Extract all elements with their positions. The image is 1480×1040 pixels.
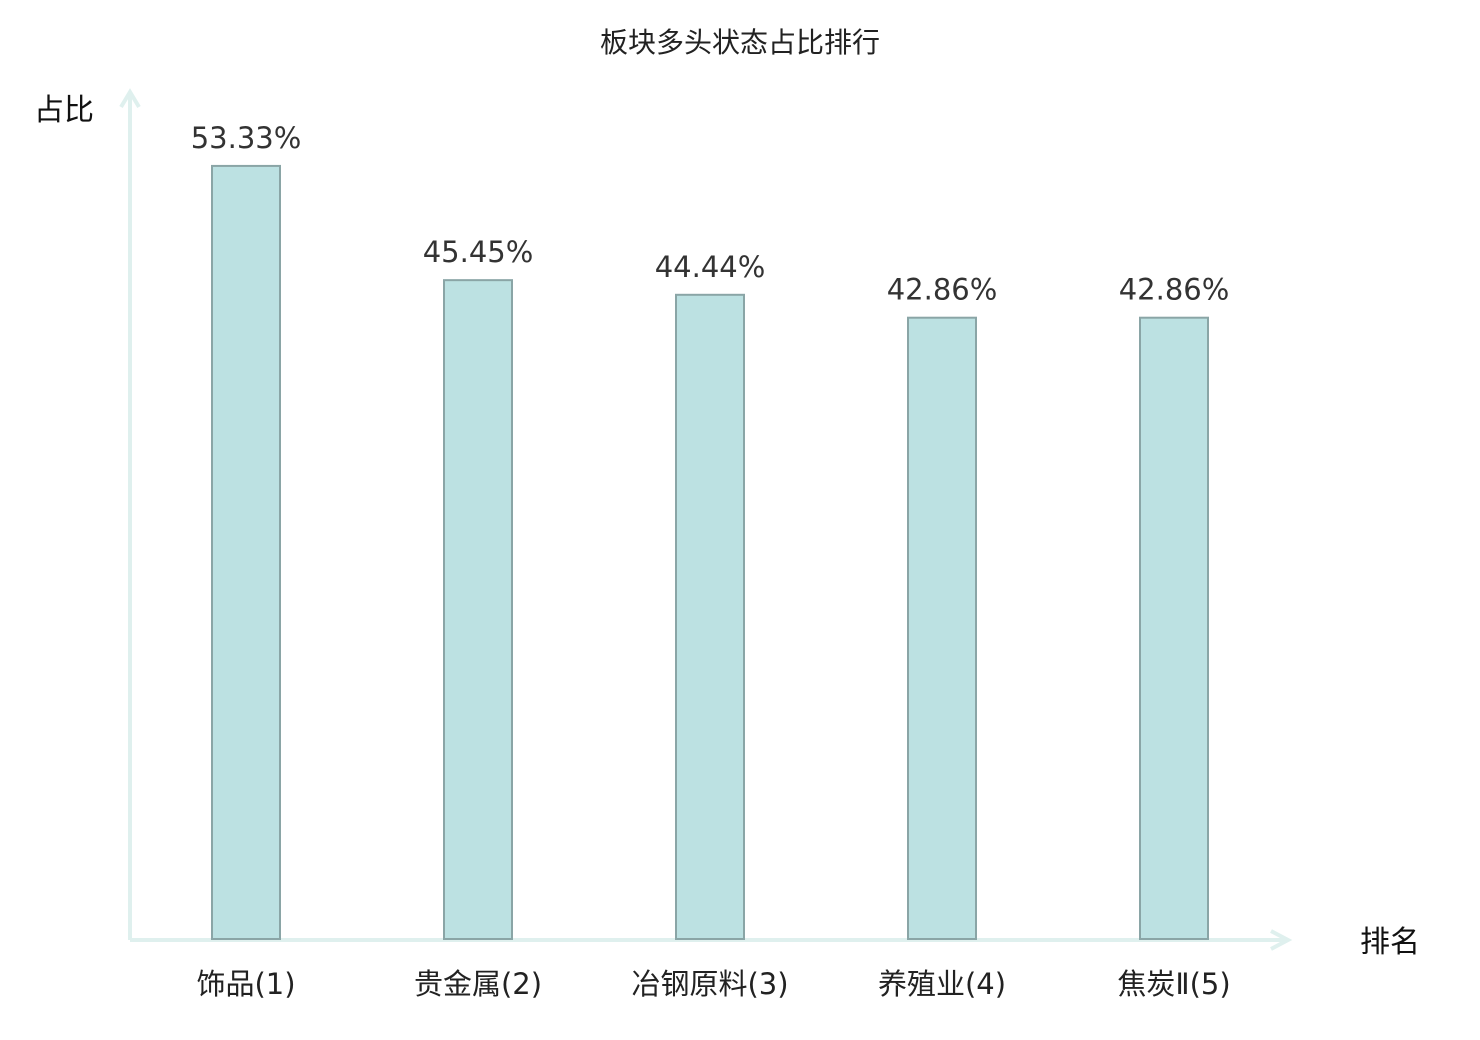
- category-rank: (1): [254, 967, 295, 1001]
- category-label-2: 贵金属(2): [414, 967, 542, 1001]
- y-axis-label: 占比: [34, 93, 94, 128]
- category-name: 养殖业: [878, 967, 965, 1001]
- value-label-3: 44.44%: [655, 250, 766, 284]
- value-label-4: 42.86%: [887, 273, 998, 307]
- category-rank: (4): [965, 967, 1006, 1001]
- category-name: 贵金属: [414, 967, 501, 1001]
- category-name: 饰品: [196, 967, 254, 1001]
- category-rank: (3): [747, 967, 788, 1001]
- bar-series: [211, 164, 1209, 941]
- bar-1: [211, 164, 281, 940]
- category-rank: (5): [1190, 967, 1231, 1001]
- bar-2: [443, 279, 513, 941]
- value-labels: 53.33% 45.45% 44.44% 42.86% 42.86%: [191, 121, 1230, 307]
- category-label-4: 养殖业(4): [878, 967, 1006, 1001]
- category-label-5: 焦炭Ⅱ(5): [1117, 967, 1230, 1001]
- category-label-3: 冶钢原料(3): [631, 967, 788, 1001]
- category-labels: 饰品(1) 贵金属(2) 冶钢原料(3) 养殖业(4) 焦炭Ⅱ(5): [196, 967, 1230, 1001]
- x-axis-label: 排名: [1360, 925, 1420, 960]
- y-axis-arrow: [119, 88, 141, 109]
- bar-5: [1139, 316, 1209, 940]
- category-name: 焦炭Ⅱ: [1117, 967, 1189, 1001]
- value-label-1: 53.33%: [191, 121, 302, 155]
- category-label-1: 饰品(1): [196, 967, 295, 1001]
- value-label-5: 42.86%: [1119, 273, 1230, 307]
- value-label-2: 45.45%: [423, 235, 534, 269]
- category-name: 冶钢原料: [631, 967, 747, 1001]
- bar-3: [675, 293, 745, 941]
- chart-title: 板块多头状态占比排行: [600, 26, 880, 59]
- bar-4: [907, 316, 977, 940]
- category-rank: (2): [501, 967, 542, 1001]
- x-axis-arrow: [1270, 929, 1293, 951]
